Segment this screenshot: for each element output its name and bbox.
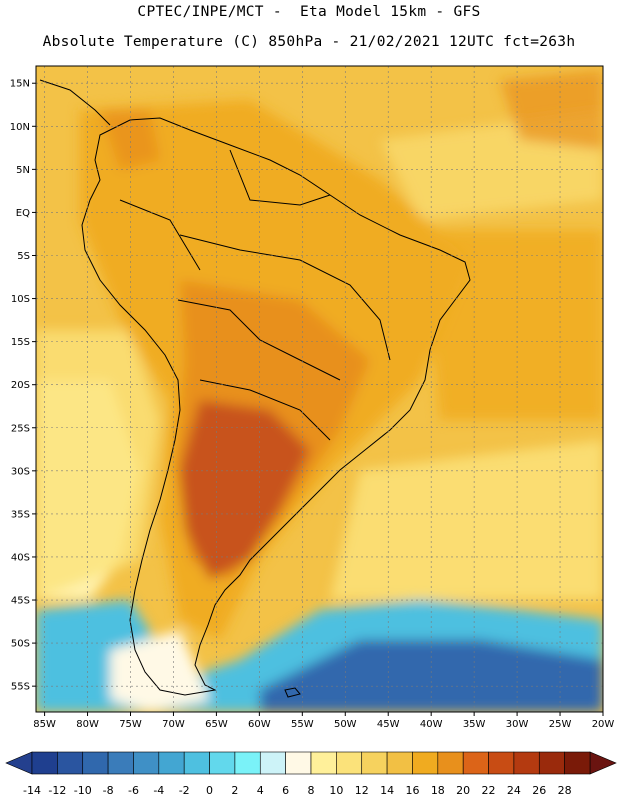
lat-label: EQ	[16, 208, 30, 219]
lon-label: 65W	[205, 719, 228, 730]
colorbar-label: 12	[355, 784, 369, 797]
map-title-line-2: Absolute Temperature (C) 850hPa - 21/02/…	[42, 34, 576, 50]
colorbar-label: 24	[507, 784, 521, 797]
lat-label: 10S	[11, 294, 30, 305]
lat-label: 55S	[11, 682, 30, 693]
lat-label: 30S	[11, 466, 30, 477]
colorbar-label: 20	[456, 784, 470, 797]
colorbar-swatch	[437, 751, 464, 775]
colorbar-swatch	[412, 751, 439, 775]
lon-label: 85W	[33, 719, 56, 730]
lon-label: 50W	[334, 719, 357, 730]
lat-label: 35S	[11, 509, 30, 520]
colorbar-high-cap	[589, 751, 617, 775]
colorbar-swatch	[361, 751, 388, 775]
colorbar-label: 10	[329, 784, 343, 797]
lon-label: 60W	[248, 719, 271, 730]
lon-label: 40W	[420, 719, 443, 730]
coastlines	[39, 79, 471, 698]
colorbar-swatch	[386, 751, 413, 775]
colorbar-swatch	[158, 751, 185, 775]
lon-label: 35W	[463, 719, 486, 730]
colorbar-swatch	[564, 751, 591, 775]
colorbar-label: 8	[308, 784, 315, 797]
lat-label: 15S	[11, 337, 30, 348]
colorbar-swatch	[183, 751, 210, 775]
lon-label: 20W	[592, 719, 615, 730]
lat-label: 25S	[11, 423, 30, 434]
colorbar-swatch	[209, 751, 236, 775]
colorbar-swatch	[285, 751, 312, 775]
colorbar-labels: -14 -12 -10 -8 -6 -4 -2 0 2 4 6 8 10 12 14 16 18 20 22 24 26…	[23, 784, 572, 797]
colorbar-label: 14	[380, 784, 394, 797]
lat-label: 20S	[11, 380, 30, 391]
lat-label: 45S	[11, 596, 30, 607]
lat-label: 50S	[11, 639, 30, 650]
colorbar-swatch	[31, 751, 58, 775]
colorbar-label: 22	[482, 784, 496, 797]
colorbar-label: -12	[48, 784, 66, 797]
map-title-line-1: CPTEC/INPE/MCT - Eta Model 15km - GFS	[137, 4, 481, 20]
lon-label: 25W	[549, 719, 572, 730]
colorbar-label: -4	[153, 784, 164, 797]
latitude-labels: 15N 10N 5N EQ 5S 10S 15S 20S 25S 30S 35S 40S 45S 50S 5…	[10, 79, 36, 693]
colorbar-label: -14	[23, 784, 41, 797]
map-frame	[35, 65, 604, 713]
colorbar	[5, 751, 617, 775]
colorbar-swatch	[234, 751, 261, 775]
temperature-field	[36, 66, 603, 712]
lon-label: 55W	[291, 719, 314, 730]
colorbar-swatch	[133, 751, 160, 775]
colorbar-swatch	[259, 751, 286, 775]
colorbar-swatch	[82, 751, 109, 775]
lat-label: 40S	[11, 552, 30, 563]
colorbar-label: 4	[257, 784, 264, 797]
colorbar-swatch	[538, 751, 565, 775]
lat-label: 5S	[17, 251, 30, 262]
colorbar-label: 2	[231, 784, 238, 797]
colorbar-label: 26	[532, 784, 546, 797]
colorbar-swatch	[462, 751, 489, 775]
colorbar-swatch	[488, 751, 515, 775]
colorbar-label: -2	[179, 784, 190, 797]
colorbar-swatch	[513, 751, 540, 775]
lat-label: 5N	[16, 165, 30, 176]
colorbar-swatch	[57, 751, 84, 775]
lon-label: 80W	[76, 719, 99, 730]
lon-label: 75W	[119, 719, 142, 730]
colorbar-low-cap	[5, 751, 33, 775]
colorbar-label: 28	[558, 784, 572, 797]
colorbar-swatch	[107, 751, 134, 775]
colorbar-label: -8	[103, 784, 114, 797]
colorbar-label: 16	[405, 784, 419, 797]
longitude-labels: 85W 80W 75W 70W 65W 60W 55W 50W 45W 40W 35W 30W 25W 2…	[33, 712, 614, 730]
lon-label: 45W	[377, 719, 400, 730]
colorbar-label: -6	[128, 784, 139, 797]
lat-label: 10N	[10, 122, 30, 133]
colorbar-label: 6	[282, 784, 289, 797]
colorbar-swatch	[336, 751, 363, 775]
lon-label: 30W	[506, 719, 529, 730]
colorbar-label: -10	[74, 784, 92, 797]
lat-label: 15N	[10, 79, 30, 90]
colorbar-label: 18	[431, 784, 445, 797]
colorbar-label: 0	[206, 784, 213, 797]
colorbar-swatch	[310, 751, 337, 775]
lon-label: 70W	[162, 719, 185, 730]
